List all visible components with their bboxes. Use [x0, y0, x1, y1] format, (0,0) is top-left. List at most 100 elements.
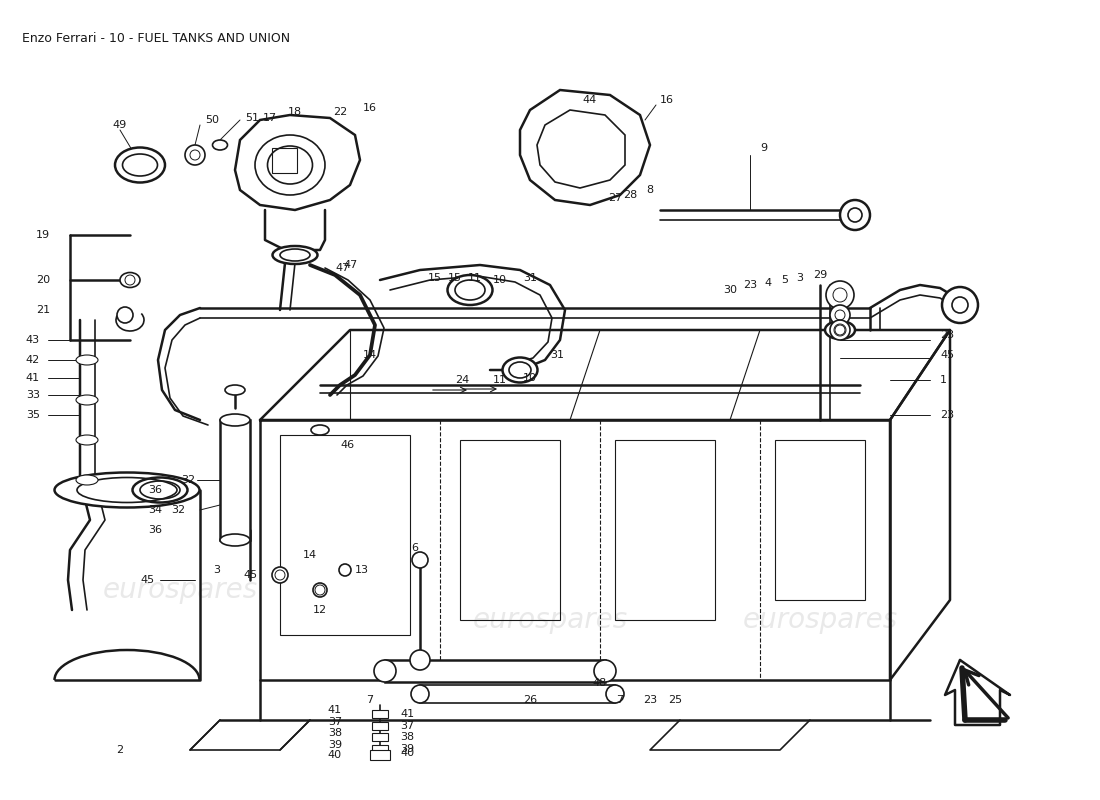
Text: 25: 25 — [668, 695, 682, 705]
Ellipse shape — [76, 395, 98, 405]
Ellipse shape — [314, 583, 327, 597]
Text: 14: 14 — [363, 350, 377, 360]
Ellipse shape — [220, 534, 250, 546]
Text: 1: 1 — [940, 375, 947, 385]
Text: 11: 11 — [493, 375, 507, 385]
Text: 31: 31 — [522, 273, 537, 283]
Text: 36: 36 — [148, 485, 162, 495]
Bar — [272, 148, 297, 173]
Text: 33: 33 — [26, 390, 40, 400]
Polygon shape — [537, 110, 625, 188]
Text: 29: 29 — [813, 270, 827, 280]
Ellipse shape — [273, 246, 318, 264]
Text: 21: 21 — [36, 305, 50, 315]
Bar — [370, 750, 390, 760]
Text: 23: 23 — [940, 330, 954, 340]
Bar — [280, 435, 410, 635]
Text: 40: 40 — [400, 748, 414, 758]
Text: 6: 6 — [411, 543, 418, 553]
Bar — [372, 745, 388, 753]
Ellipse shape — [339, 564, 351, 576]
Text: 46: 46 — [340, 440, 354, 450]
Text: 13: 13 — [355, 565, 368, 575]
Text: 50: 50 — [205, 115, 219, 125]
Ellipse shape — [76, 475, 98, 485]
Text: 17: 17 — [263, 113, 277, 123]
Circle shape — [412, 552, 428, 568]
Ellipse shape — [226, 385, 245, 395]
Text: 27: 27 — [608, 193, 623, 203]
Text: 7: 7 — [616, 695, 624, 705]
Text: 7: 7 — [366, 695, 374, 705]
Text: 37: 37 — [400, 721, 414, 731]
Text: 14: 14 — [302, 550, 317, 560]
Text: 23: 23 — [940, 410, 954, 420]
Text: 32: 32 — [180, 475, 195, 485]
Text: 31: 31 — [550, 350, 564, 360]
Circle shape — [830, 305, 850, 325]
Text: 38: 38 — [400, 732, 414, 742]
Text: 15: 15 — [428, 273, 442, 283]
Bar — [385, 660, 605, 682]
Circle shape — [826, 281, 854, 309]
Text: 45: 45 — [244, 570, 258, 580]
Text: 51: 51 — [245, 113, 258, 123]
Bar — [372, 722, 388, 730]
Bar — [220, 420, 250, 540]
Circle shape — [117, 307, 133, 323]
Ellipse shape — [220, 414, 250, 426]
Bar — [776, 440, 865, 600]
Text: 10: 10 — [493, 275, 507, 285]
Text: 16: 16 — [363, 103, 377, 113]
Text: 10: 10 — [522, 373, 537, 383]
Text: 22: 22 — [333, 107, 348, 117]
Text: eurospares: eurospares — [102, 576, 257, 604]
Text: 48: 48 — [593, 678, 607, 688]
Text: 41: 41 — [400, 709, 414, 719]
Text: Enzo Ferrari - 10 - FUEL TANKS AND UNION: Enzo Ferrari - 10 - FUEL TANKS AND UNION — [22, 32, 290, 45]
Text: 47: 47 — [336, 263, 350, 273]
Text: 30: 30 — [723, 285, 737, 295]
Text: 23: 23 — [742, 280, 757, 290]
Text: 43: 43 — [26, 335, 40, 345]
Text: 40: 40 — [328, 750, 342, 760]
Text: 24: 24 — [455, 375, 469, 385]
Text: 20: 20 — [36, 275, 50, 285]
Ellipse shape — [503, 358, 538, 382]
Text: 38: 38 — [328, 728, 342, 738]
Text: 16: 16 — [660, 95, 674, 105]
Text: 12: 12 — [312, 605, 327, 615]
Text: 5: 5 — [781, 275, 789, 285]
Bar — [460, 440, 560, 620]
Text: 19: 19 — [36, 230, 50, 240]
Text: 23: 23 — [642, 695, 657, 705]
Circle shape — [410, 650, 430, 670]
Polygon shape — [235, 115, 360, 210]
Text: 45: 45 — [141, 575, 155, 585]
Text: 44: 44 — [583, 95, 597, 105]
Ellipse shape — [76, 355, 98, 365]
Text: 3: 3 — [796, 273, 803, 283]
Text: 47: 47 — [343, 260, 358, 270]
Text: 26: 26 — [522, 695, 537, 705]
Text: 37: 37 — [328, 717, 342, 727]
Text: 42: 42 — [25, 355, 40, 365]
Text: 35: 35 — [26, 410, 40, 420]
Bar — [372, 710, 388, 718]
Polygon shape — [520, 90, 650, 205]
Text: 39: 39 — [328, 740, 342, 750]
Circle shape — [411, 685, 429, 703]
Text: 28: 28 — [623, 190, 637, 200]
Text: 49: 49 — [113, 120, 128, 130]
Text: 41: 41 — [328, 705, 342, 715]
Ellipse shape — [272, 567, 288, 583]
Text: 45: 45 — [940, 350, 954, 360]
Text: 15: 15 — [448, 273, 462, 283]
Text: 41: 41 — [26, 373, 40, 383]
Text: 2: 2 — [117, 745, 123, 755]
Text: 32: 32 — [170, 505, 185, 515]
Ellipse shape — [448, 275, 493, 305]
Text: 3: 3 — [213, 565, 220, 575]
Ellipse shape — [120, 273, 140, 287]
Circle shape — [606, 685, 624, 703]
